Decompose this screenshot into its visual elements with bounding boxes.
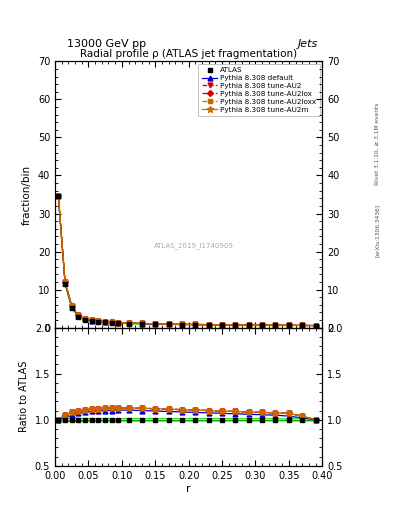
X-axis label: r: r	[186, 483, 191, 494]
Text: ATLAS_2019_I1740909: ATLAS_2019_I1740909	[154, 243, 234, 249]
Legend: ATLAS, Pythia 8.308 default, Pythia 8.308 tune-AU2, Pythia 8.308 tune-AU2lox, Py: ATLAS, Pythia 8.308 default, Pythia 8.30…	[198, 63, 320, 116]
Text: 13000 GeV pp: 13000 GeV pp	[67, 38, 146, 49]
Text: Jets: Jets	[298, 38, 318, 49]
Title: Radial profile ρ (ATLAS jet fragmentation): Radial profile ρ (ATLAS jet fragmentatio…	[80, 49, 297, 59]
Y-axis label: fraction/bin: fraction/bin	[22, 164, 32, 225]
Y-axis label: Ratio to ATLAS: Ratio to ATLAS	[19, 361, 29, 433]
Text: [arXiv:1306.3436]: [arXiv:1306.3436]	[375, 204, 380, 257]
Text: Rivet 3.1.10, ≥ 3.1M events: Rivet 3.1.10, ≥ 3.1M events	[375, 102, 380, 184]
